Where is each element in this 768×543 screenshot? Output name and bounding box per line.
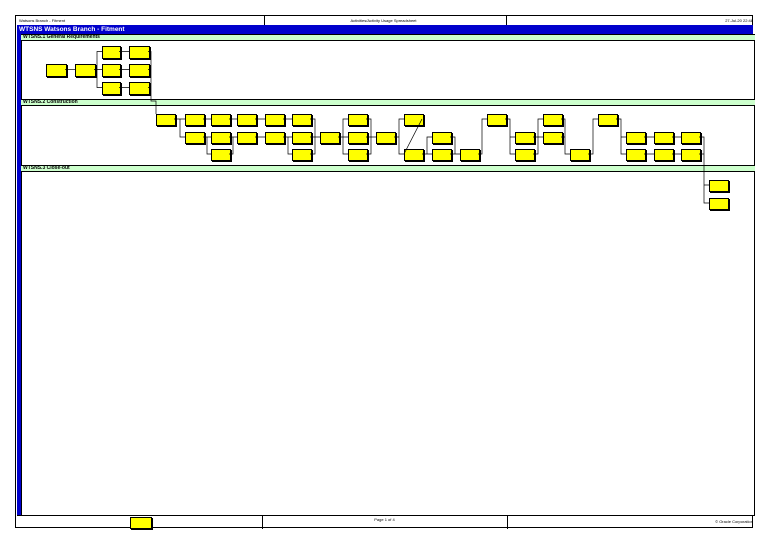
project-stripe (17, 34, 21, 515)
activity-box[interactable] (185, 114, 205, 126)
activity-box[interactable] (681, 149, 701, 161)
activity-box[interactable] (237, 132, 257, 144)
wbs-lane-close-out (21, 171, 755, 516)
activity-box[interactable] (292, 132, 312, 144)
header-left-cell: Watsons Branch - Fitment (16, 16, 265, 25)
activity-box[interactable] (348, 132, 368, 144)
activity-box[interactable] (432, 132, 452, 144)
footer-center-cell: Page 1 of 4 (262, 516, 508, 529)
activity-box[interactable] (376, 132, 396, 144)
wbs-label: WTSNS.1 General Requirements (23, 34, 100, 40)
activity-box[interactable] (156, 114, 176, 126)
page-number: Page 1 of 4 (374, 517, 395, 522)
activity-box[interactable] (237, 114, 257, 126)
activity-box[interactable] (75, 64, 96, 77)
project-title: WTSNS Watsons Branch - Fitment (19, 26, 125, 33)
activity-box[interactable] (404, 114, 424, 126)
activity-box[interactable] (681, 132, 701, 144)
activity-box[interactable] (598, 114, 618, 126)
activity-box[interactable] (709, 198, 729, 210)
header-date: 27-Jul-20 22:48 (725, 18, 753, 23)
activity-box[interactable] (292, 114, 312, 126)
activity-box[interactable] (211, 114, 231, 126)
activity-box[interactable] (404, 149, 424, 161)
footer-right-cell: © Oracle Corporation (507, 516, 756, 529)
activity-box[interactable] (185, 132, 205, 144)
wbs-label: WTSNS.3 Close-out (23, 165, 70, 171)
activity-box[interactable] (265, 114, 285, 126)
header-right-cell: 27-Jul-20 22:48 (506, 16, 756, 25)
activity-box[interactable] (460, 149, 480, 161)
activity-box[interactable] (487, 114, 507, 126)
activity-box[interactable] (348, 149, 368, 161)
activity-box[interactable] (102, 46, 121, 59)
activity-box[interactable] (292, 149, 312, 161)
activity-box[interactable] (348, 114, 368, 126)
wbs-label: WTSNS.2 Construction (23, 99, 78, 105)
header-project-name: Watsons Branch - Fitment (19, 18, 66, 23)
footer-left-cell (17, 516, 263, 529)
legend-activity-box (130, 517, 152, 529)
activity-box[interactable] (211, 132, 231, 144)
activity-box[interactable] (654, 149, 674, 161)
activity-box[interactable] (129, 46, 150, 59)
page-footer: Page 1 of 4 © Oracle Corporation (17, 515, 756, 529)
header-center-cell: Activities/Activity Usage Spreadsheet (261, 16, 507, 25)
activity-box[interactable] (515, 149, 535, 161)
activity-box[interactable] (102, 64, 121, 77)
activity-box[interactable] (515, 132, 535, 144)
activity-box[interactable] (129, 82, 150, 95)
activity-box[interactable] (265, 132, 285, 144)
activity-box[interactable] (543, 114, 563, 126)
activity-box[interactable] (129, 64, 150, 77)
activity-box[interactable] (626, 132, 646, 144)
activity-box[interactable] (102, 82, 121, 95)
activity-box[interactable] (432, 149, 452, 161)
activity-box[interactable] (570, 149, 590, 161)
activity-box[interactable] (320, 132, 340, 144)
activity-box[interactable] (211, 149, 231, 161)
header-layout-name: Activities/Activity Usage Spreadsheet (350, 18, 417, 23)
project-title-bar: WTSNS Watsons Branch - Fitment (17, 25, 753, 34)
activity-box[interactable] (626, 149, 646, 161)
activity-box[interactable] (709, 180, 729, 192)
activity-box[interactable] (46, 64, 67, 77)
activity-box[interactable] (543, 132, 563, 144)
activity-box[interactable] (654, 132, 674, 144)
copyright: © Oracle Corporation (715, 519, 753, 524)
